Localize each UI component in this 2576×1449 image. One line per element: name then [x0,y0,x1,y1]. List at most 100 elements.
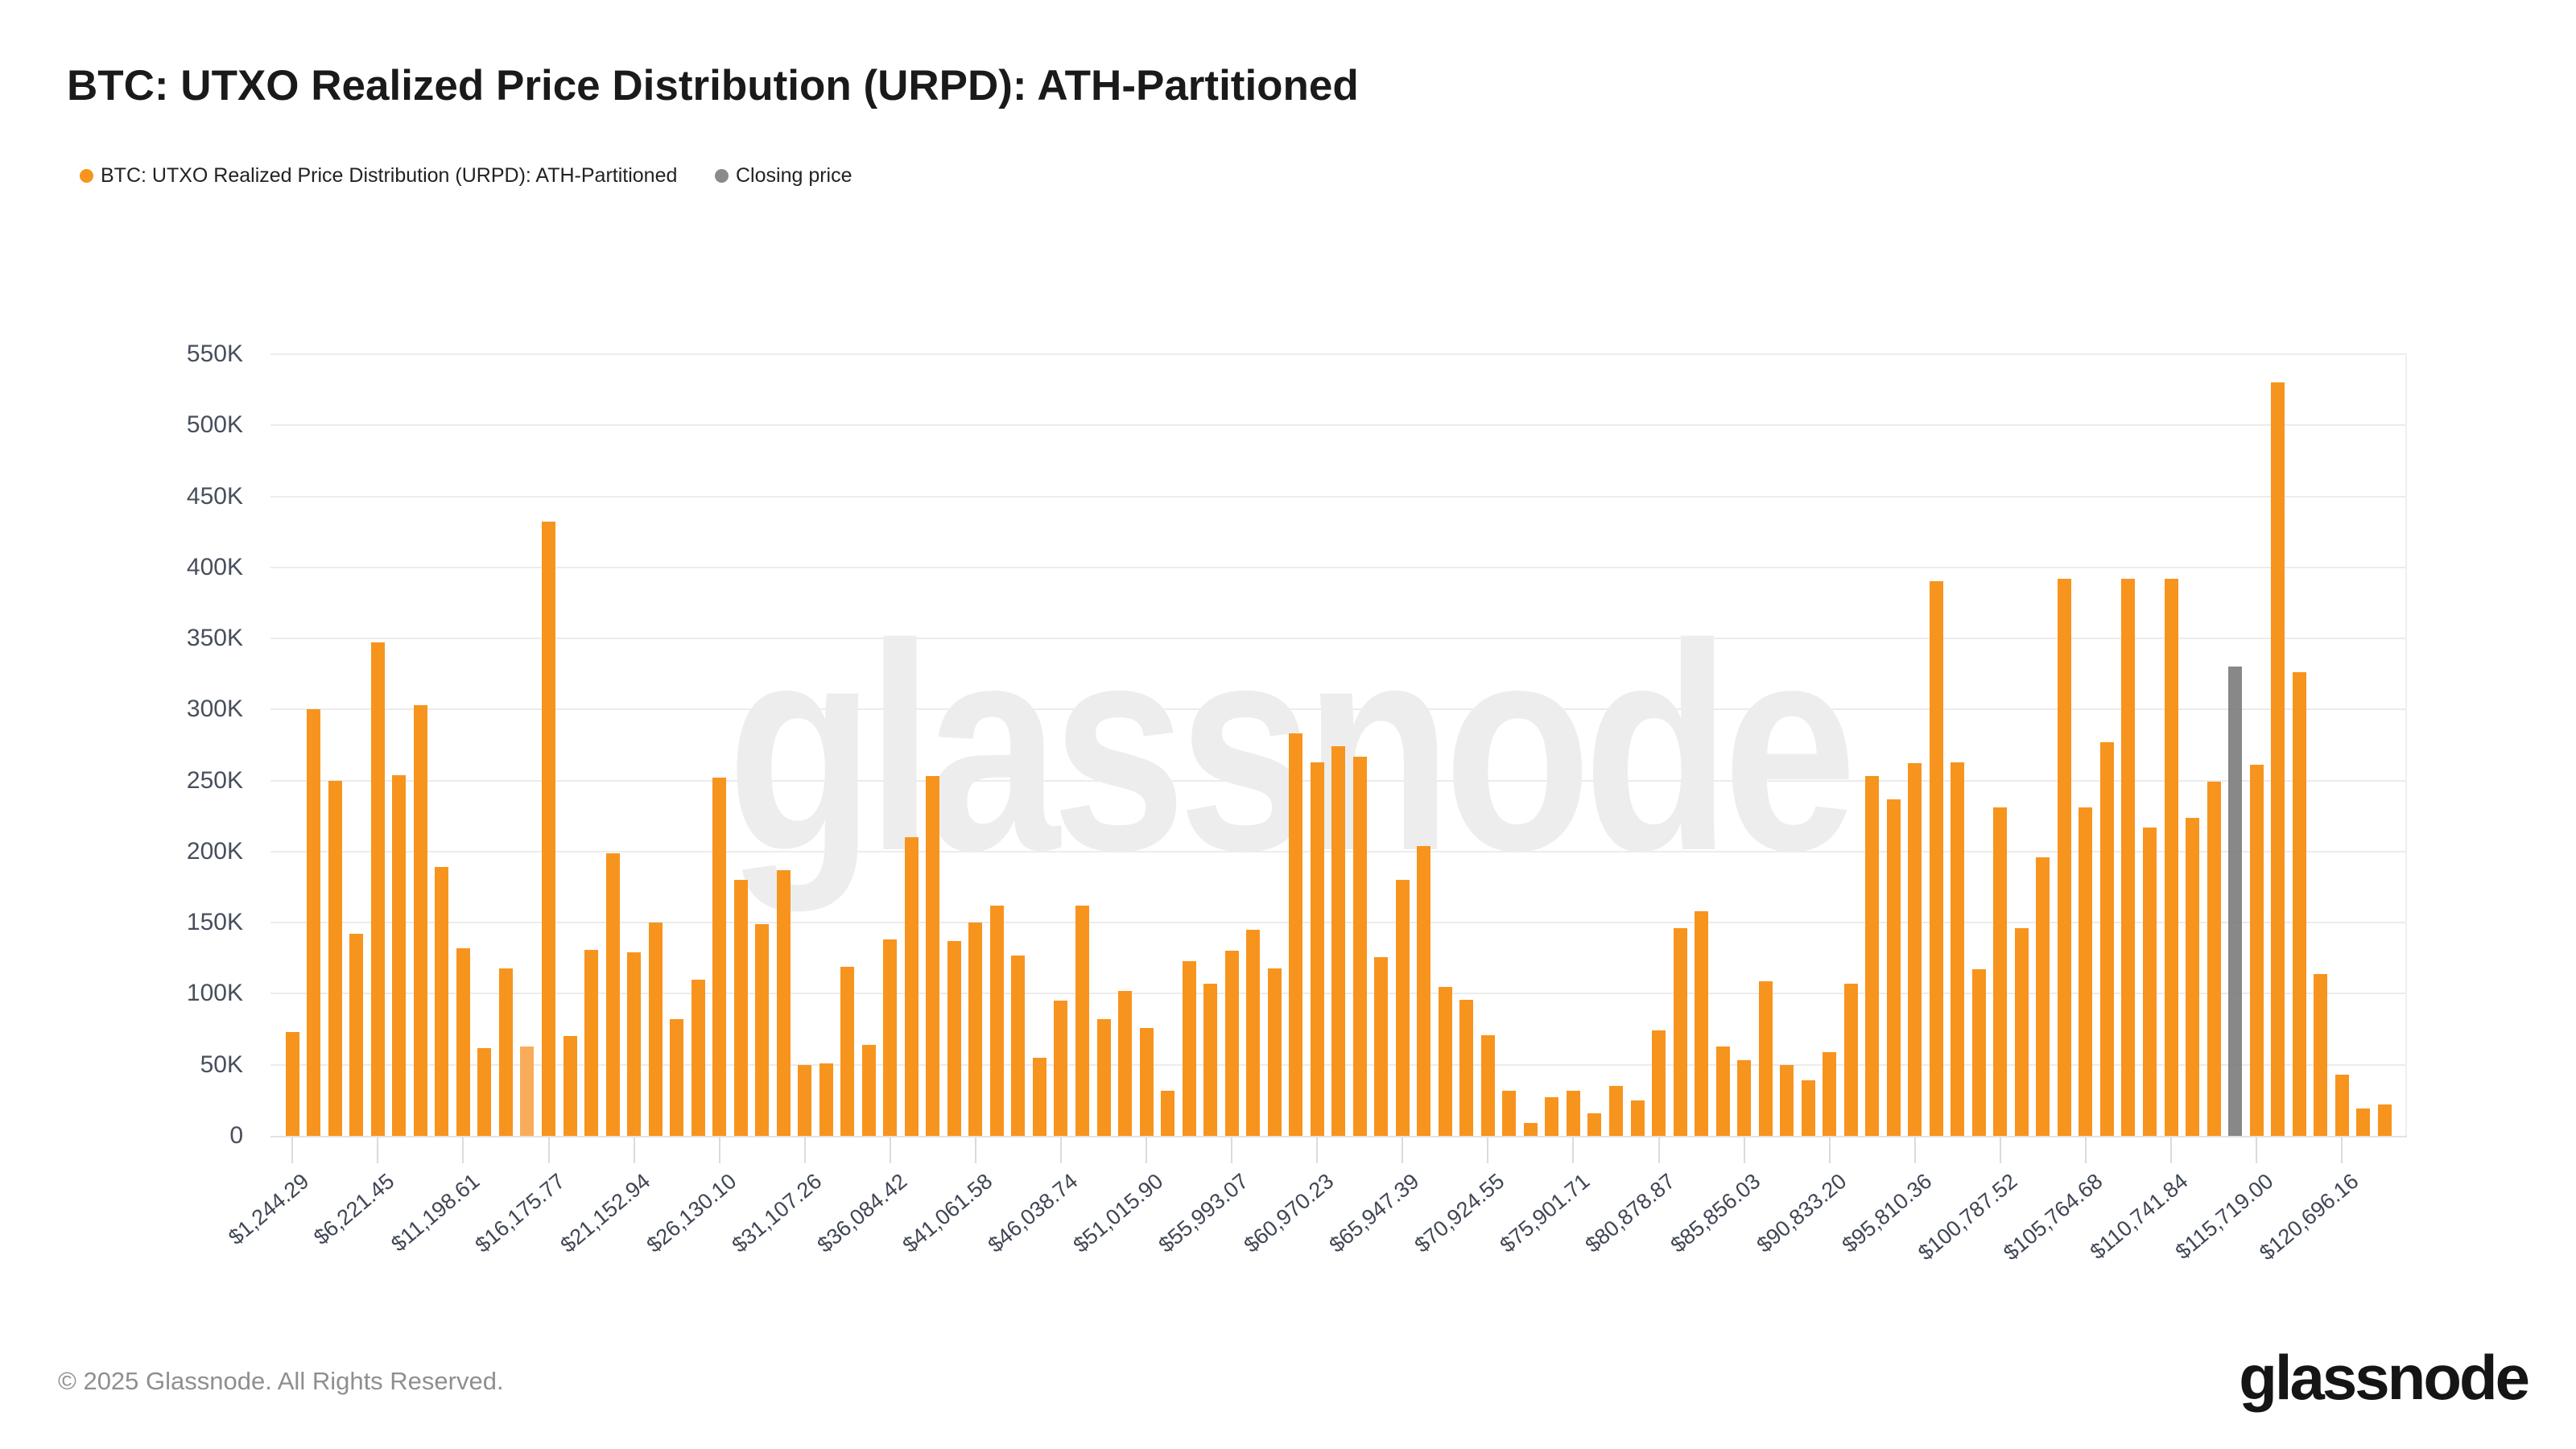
bar[interactable] [2292,672,2306,1136]
bar[interactable] [563,1036,577,1136]
bar[interactable] [1929,581,1943,1136]
bar[interactable] [1161,1091,1175,1136]
legend-item-closing-price[interactable]: Closing price [715,164,852,188]
bar[interactable] [1587,1113,1602,1136]
bar[interactable] [968,923,983,1136]
bar[interactable] [1374,957,1389,1136]
bar[interactable] [733,880,748,1136]
bar[interactable] [2377,1104,2392,1136]
bar[interactable] [1118,991,1133,1136]
bar[interactable] [712,778,727,1136]
bar[interactable] [1246,930,1261,1136]
bar[interactable] [2079,807,2093,1136]
bar[interactable] [285,1032,299,1136]
bar[interactable] [349,934,364,1136]
bar[interactable] [370,642,385,1136]
bar[interactable] [2356,1108,2371,1136]
bar[interactable] [755,924,770,1136]
bar[interactable] [2314,974,2328,1136]
bar[interactable] [1609,1086,1623,1136]
bar[interactable] [989,906,1004,1136]
bar[interactable] [1843,984,1858,1136]
bar[interactable] [1801,1080,1815,1136]
bar[interactable] [1523,1123,1538,1136]
bar[interactable] [840,967,855,1136]
legend-item-series[interactable]: BTC: UTXO Realized Price Distribution (U… [80,164,677,188]
bar[interactable] [1566,1091,1580,1136]
light-bar[interactable] [520,1046,535,1136]
bar[interactable] [1182,961,1196,1136]
bar[interactable] [1715,1046,1730,1136]
bar[interactable] [1545,1097,1559,1136]
bar[interactable] [1438,987,1452,1136]
bar[interactable] [1096,1019,1111,1136]
bar[interactable] [861,1045,876,1136]
bar[interactable] [477,1048,492,1136]
bar[interactable] [1993,807,2008,1136]
bar[interactable] [1224,951,1239,1136]
bar[interactable] [2121,579,2136,1136]
bar[interactable] [1289,733,1303,1136]
bar[interactable] [648,923,663,1136]
bar[interactable] [1011,956,1026,1136]
bar[interactable] [1673,928,1687,1136]
bar[interactable] [1267,968,1282,1136]
bar[interactable] [1054,1001,1068,1136]
closing-price-bar[interactable] [2228,667,2243,1136]
bar[interactable] [435,867,449,1136]
bar[interactable] [1203,984,1218,1136]
bar[interactable] [1331,746,1346,1136]
bar[interactable] [413,705,427,1136]
bar[interactable] [1480,1035,1495,1136]
bar[interactable] [1780,1065,1794,1136]
bar[interactable] [605,853,620,1136]
bar[interactable] [1075,906,1089,1136]
bar[interactable] [1417,846,1431,1136]
bar[interactable] [1352,757,1367,1136]
bar[interactable] [1758,981,1773,1136]
bar[interactable] [1459,1000,1474,1136]
bar[interactable] [1737,1060,1752,1136]
bar[interactable] [776,870,791,1136]
bar[interactable] [2164,579,2178,1136]
bar[interactable] [947,941,961,1136]
bar[interactable] [1630,1100,1645,1136]
bar[interactable] [1951,762,1965,1136]
bar[interactable] [2207,782,2221,1136]
bar[interactable] [307,709,321,1136]
bar[interactable] [691,980,705,1136]
bar[interactable] [2014,928,2029,1136]
bar[interactable] [904,837,919,1136]
bar[interactable] [2186,818,2200,1136]
bar[interactable] [1139,1028,1154,1136]
bar[interactable] [1971,969,1986,1136]
bar[interactable] [2036,857,2050,1136]
bar[interactable] [392,775,407,1136]
bar[interactable] [798,1065,812,1136]
bar[interactable] [2099,742,2114,1136]
bar[interactable] [456,948,470,1136]
bar[interactable] [1823,1052,1837,1136]
bar[interactable] [926,776,940,1136]
bar[interactable] [1652,1030,1666,1136]
bar[interactable] [627,952,642,1136]
bar[interactable] [1695,911,1709,1136]
bar[interactable] [584,950,599,1136]
bar[interactable] [2249,765,2264,1136]
bar[interactable] [1908,763,1922,1136]
bar[interactable] [1886,799,1901,1136]
bar[interactable] [2143,828,2157,1136]
bar[interactable] [2334,1075,2349,1136]
bar[interactable] [883,939,898,1136]
bar[interactable] [2057,579,2071,1136]
bar[interactable] [819,1063,833,1136]
bar[interactable] [542,522,555,1136]
bar[interactable] [1502,1091,1517,1136]
bar[interactable] [1865,776,1880,1136]
bar[interactable] [2271,382,2285,1136]
bar[interactable] [1395,880,1410,1136]
bar[interactable] [498,968,513,1136]
bar[interactable] [670,1019,684,1136]
bar[interactable] [1032,1058,1046,1136]
bar[interactable] [328,781,342,1136]
